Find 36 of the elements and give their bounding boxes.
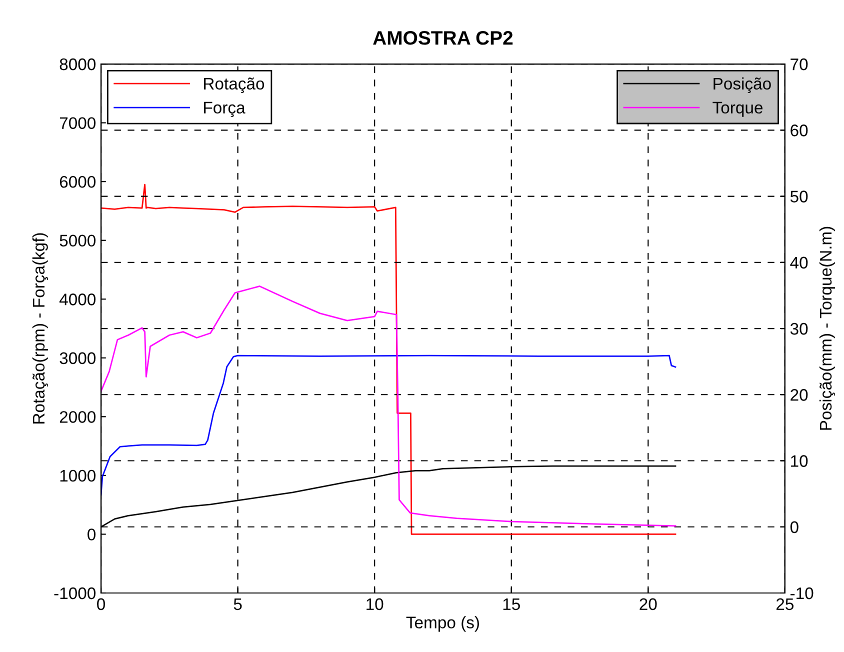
line-series: [101, 184, 676, 535]
y-tick-label: 7000: [60, 117, 96, 130]
x-tick-label: 20: [640, 598, 657, 610]
x-tick-label: 5: [234, 598, 242, 610]
y-tick-label: 1000: [60, 470, 96, 482]
x-axis-title: Tempo (s): [406, 616, 479, 632]
y2-axis-title: Posição(mm) - Torque(N.m): [819, 226, 836, 430]
line-series: [101, 286, 676, 527]
legend-label: Rotação: [204, 77, 264, 93]
legend-label: Força: [204, 102, 246, 117]
y-axis-title: Rotação(rpm) - Força(kgf): [32, 233, 48, 424]
y2-tick-label: 70: [790, 58, 808, 70]
x-tick-label: 10: [366, 598, 384, 610]
y-tick-label: 5000: [60, 234, 96, 247]
x-tick-label: 0: [97, 598, 106, 610]
y-tick-label: 8000: [60, 58, 96, 70]
y2-tick-label: 20: [790, 389, 808, 401]
chart-title: AMOSTRA CP2: [373, 31, 513, 45]
y-tick-label: 4000: [59, 294, 96, 306]
y-tick-label: 3000: [60, 352, 96, 364]
y2-tick-label: 0: [790, 521, 798, 534]
y2-tick-label: 30: [790, 322, 808, 335]
y2-tick-label: 40: [790, 256, 808, 269]
y2-tick-label: 60: [790, 124, 808, 136]
y-tick-label: 2000: [60, 411, 96, 423]
y-tick-label: -1000: [54, 587, 96, 600]
legend-label: Posição: [714, 77, 771, 93]
y2-tick-label: 10: [791, 455, 808, 467]
y2-tick-label: -10: [790, 587, 814, 600]
x-tick-label: 25: [776, 598, 794, 610]
y-tick-label: 0: [88, 528, 96, 540]
legend-label: Torque: [712, 102, 763, 117]
x-tick-label: 15: [503, 598, 520, 610]
y-tick-label: 6000: [60, 176, 96, 188]
line-series: [101, 354, 676, 496]
y2-tick-label: 50: [790, 190, 808, 202]
